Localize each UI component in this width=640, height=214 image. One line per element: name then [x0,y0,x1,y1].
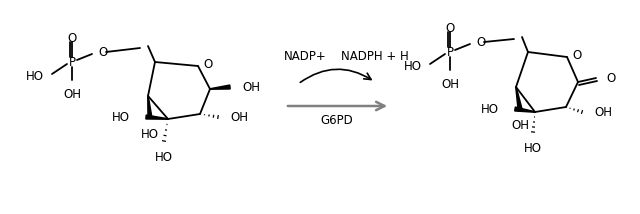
Text: P: P [447,46,454,58]
Polygon shape [148,96,152,118]
Text: OH: OH [441,78,459,91]
Text: O: O [445,21,454,34]
Text: O: O [67,31,77,45]
Text: O: O [572,49,581,61]
Text: O: O [98,46,108,58]
Polygon shape [516,87,522,109]
Polygon shape [210,85,230,89]
Text: O: O [203,58,212,70]
Text: HO: HO [524,142,542,155]
Text: OH: OH [242,80,260,94]
Text: HO: HO [112,110,130,123]
Text: NADPH + H: NADPH + H [341,49,409,62]
Text: HO: HO [404,59,422,73]
Polygon shape [146,115,168,119]
Text: HO: HO [155,151,173,164]
Text: HO: HO [141,128,159,141]
Text: OH: OH [63,88,81,101]
Text: O: O [476,36,485,49]
Text: P: P [68,55,76,68]
Text: NADP+: NADP+ [284,49,326,62]
Polygon shape [515,107,535,112]
Text: HO: HO [481,103,499,116]
Text: OH: OH [594,106,612,119]
Text: OH: OH [511,119,529,132]
Text: HO: HO [26,70,44,83]
Text: OH: OH [230,110,248,123]
Text: O: O [606,71,615,85]
Text: G6PD: G6PD [321,113,353,126]
